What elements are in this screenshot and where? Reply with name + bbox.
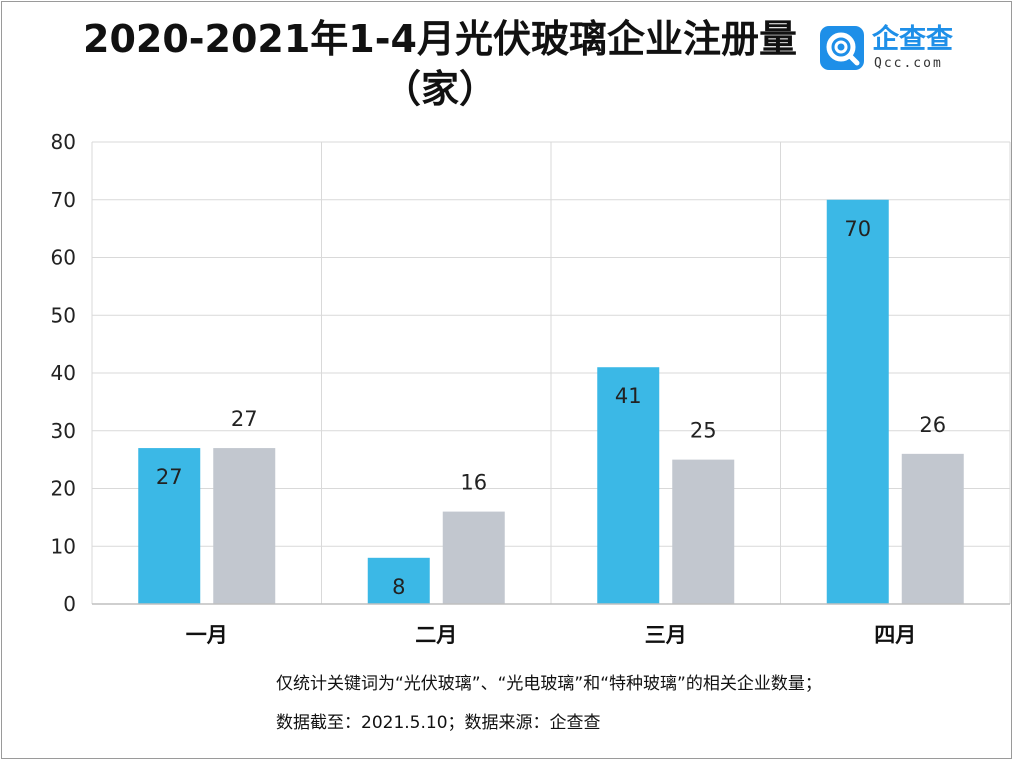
logo-domain: Qcc.com [874,56,943,71]
y-axis: 0 10 20 30 40 50 60 70 80 [51,130,76,616]
chart-title-line1: 2020-2021年1-4月光伏玻璃企业注册量 [83,17,797,61]
data-label: 70 [844,217,871,241]
x-tick-label: 四月 [874,623,916,647]
bar-series-2 [213,448,276,604]
bar-series-1 [138,448,201,604]
footnote-source: 数据截至：2021.5.10；数据来源：企查查 [276,713,601,733]
y-tick-label: 40 [51,361,76,385]
data-label: 8 [392,575,405,599]
bar-series-1 [367,557,430,604]
chart-bars: 27 27 8 16 41 25 70 26 [138,199,964,604]
x-tick-label: 二月 [415,623,457,647]
y-tick-label: 20 [51,477,76,501]
y-tick-label: 0 [63,592,76,616]
logo-name: 企查查 [872,24,953,55]
x-tick-label: 一月 [186,623,228,647]
data-label: 27 [156,465,183,489]
data-label: 41 [615,384,642,408]
y-tick-label: 10 [51,534,76,558]
footnote-scope: 仅统计关键词为“光伏玻璃”、“光电玻璃”和“特种玻璃”的相关企业数量； [276,674,822,694]
data-label: 27 [231,407,258,431]
y-tick-label: 80 [51,130,76,154]
bar-series-2 [901,453,964,604]
data-label: 25 [690,419,717,443]
bar-series-1 [597,367,660,604]
magnifier-q-icon [820,26,864,70]
x-axis: 一月 二月 三月 四月 [92,603,1010,647]
x-tick-label: 三月 [645,623,687,647]
chart-title: 2020-2021年1-4月光伏玻璃企业注册量 （家） [60,14,820,114]
y-tick-label: 30 [51,419,76,443]
y-tick-label: 50 [51,303,76,327]
bar-series-2 [442,511,505,604]
data-label: 16 [460,471,487,495]
data-label: 26 [919,413,946,437]
y-tick-label: 60 [51,246,76,270]
bar-series-2 [672,459,735,604]
bar-series-1 [826,199,889,604]
chart-title-line2: （家） [382,67,497,111]
y-tick-label: 70 [51,188,76,212]
qcc-logo: 企查查 Qcc.com [820,24,960,74]
